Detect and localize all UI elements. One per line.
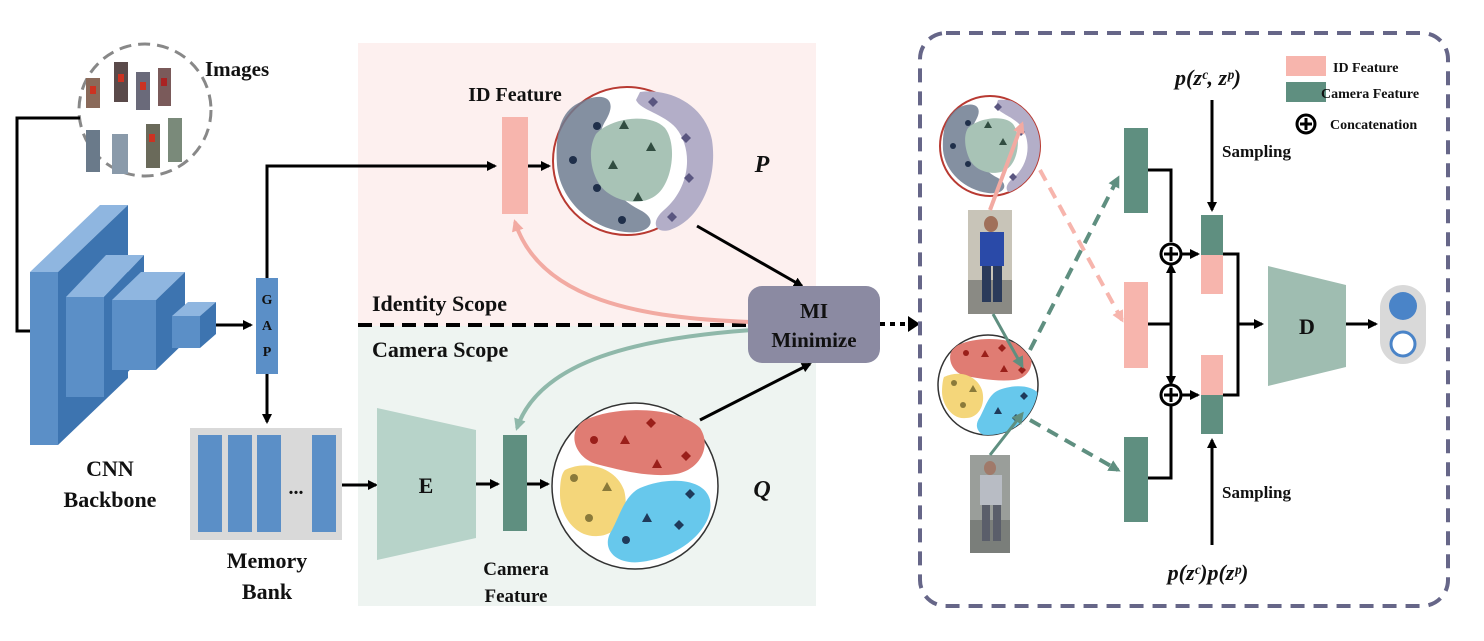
product-distribution-label: p(zᶜ)p(zᵖ): [1166, 560, 1249, 585]
mini-p-circle: [939, 95, 1041, 197]
output-toggle-icon: [1380, 285, 1426, 364]
cluster-purple: [636, 91, 714, 231]
concat-icon-top: [1159, 242, 1183, 266]
q-cluster-circle: [551, 402, 719, 570]
cnn-label-line2: Backbone: [64, 487, 157, 512]
discriminator-label: D: [1299, 314, 1315, 339]
legend-label-camera-feature: Camera Feature: [1321, 87, 1419, 102]
camera-feature-bar: [503, 435, 527, 531]
person-thumb: [86, 130, 100, 172]
q-to-mi-arrow: [699, 362, 812, 422]
memory-label-line2: Bank: [242, 579, 293, 604]
person-thumb: [136, 72, 150, 110]
p-to-mi-arrow: [696, 224, 804, 288]
q-to-camera-feature-bottom-dashed: [1029, 418, 1121, 472]
id-feature-bar: [502, 117, 528, 214]
legend-swatch-id-feature: [1286, 56, 1326, 76]
mi-label-line1: MI: [800, 299, 828, 323]
person-thumb: [112, 134, 128, 174]
cluster-blue: [607, 480, 711, 563]
legend: ID Feature Camera Feature Concatenation: [1286, 56, 1419, 135]
mi-to-panel-arrowhead: [908, 316, 920, 332]
legend-label-id-feature: ID Feature: [1333, 61, 1398, 76]
cnn-backbone: [30, 205, 216, 445]
gap-letter-g: G: [262, 293, 273, 308]
gap-letter-p: P: [263, 345, 272, 360]
images-label: Images: [205, 57, 269, 81]
id-feature-label: ID Feature: [468, 84, 562, 106]
person-thumb: [146, 124, 160, 168]
legend-label-concatenation: Concatenation: [1330, 118, 1417, 133]
discriminator-trapezoid: [1268, 266, 1346, 386]
person-thumbnails: [86, 62, 182, 174]
cluster-gray: [556, 96, 651, 233]
camera-feature-label-line2: Feature: [485, 586, 548, 607]
panel-camera-feature-bottom: [1124, 437, 1148, 522]
fused-merge-wire: [1223, 252, 1240, 397]
id-selection-arrow: [988, 121, 1025, 211]
camera-selection-arrow-bottom: [988, 411, 1024, 456]
cnn-label-line1: CNN: [86, 456, 134, 481]
gap-block: G A P: [256, 278, 278, 374]
gap-letter-a: A: [262, 319, 273, 334]
memory-label-line1: Memory: [227, 548, 308, 573]
p-to-id-feature-dashed: [1038, 169, 1124, 323]
wire-camera-top-to-concat: [1148, 168, 1173, 242]
person-thumb: [168, 118, 182, 162]
legend-concat-icon: [1295, 113, 1317, 135]
panel-camera-feature-top: [1124, 128, 1148, 213]
cluster-green: [590, 118, 673, 202]
person-image-bottom: [970, 455, 1010, 553]
wire-camera-bottom-to-concat: [1148, 406, 1173, 480]
camera-scope-label: Camera Scope: [372, 337, 508, 362]
camera-selection-arrow-top: [991, 313, 1024, 369]
sampling-label-top: Sampling: [1222, 142, 1291, 161]
legend-swatch-camera-feature: [1286, 82, 1326, 102]
person-image-top: [968, 210, 1012, 314]
mi-minimize-box: [748, 286, 880, 363]
joint-distribution-label: p(zᶜ, zᵖ): [1173, 65, 1241, 90]
mi-label-line2: Minimize: [771, 328, 856, 352]
fused-feature-bottom: [1201, 355, 1223, 434]
fused-feature-top: [1201, 215, 1223, 294]
memory-ellipsis: ...: [289, 477, 304, 499]
person-thumb: [158, 68, 171, 106]
gap-to-id-feature-arrow: [265, 161, 497, 278]
mi-to-camera-feature-feedback-arrow: [514, 328, 753, 431]
sampling-label-bottom: Sampling: [1222, 483, 1291, 502]
encoder-label: E: [419, 473, 434, 498]
q-to-camera-feature-top-dashed: [1028, 175, 1120, 351]
discriminator-panel: [918, 31, 1450, 608]
encoder-trapezoid: [377, 408, 476, 560]
images-to-backbone-line: [15, 116, 80, 333]
cluster-yellow: [560, 465, 626, 537]
identity-scope-label: Identity Scope: [372, 291, 507, 316]
p-cluster-circle: [552, 86, 714, 236]
q-symbol: Q: [753, 477, 770, 503]
panel-id-feature: [1124, 282, 1148, 368]
p-symbol: P: [754, 152, 770, 178]
camera-feature-label-line1: Camera: [483, 559, 549, 580]
memory-bank: ...: [190, 428, 342, 540]
images-group: Images: [77, 42, 269, 178]
mi-to-id-feature-feedback-arrow: [512, 219, 751, 324]
concat-icon-bottom: [1159, 383, 1183, 407]
mini-q-circle: [937, 334, 1039, 436]
cluster-red: [574, 410, 705, 476]
